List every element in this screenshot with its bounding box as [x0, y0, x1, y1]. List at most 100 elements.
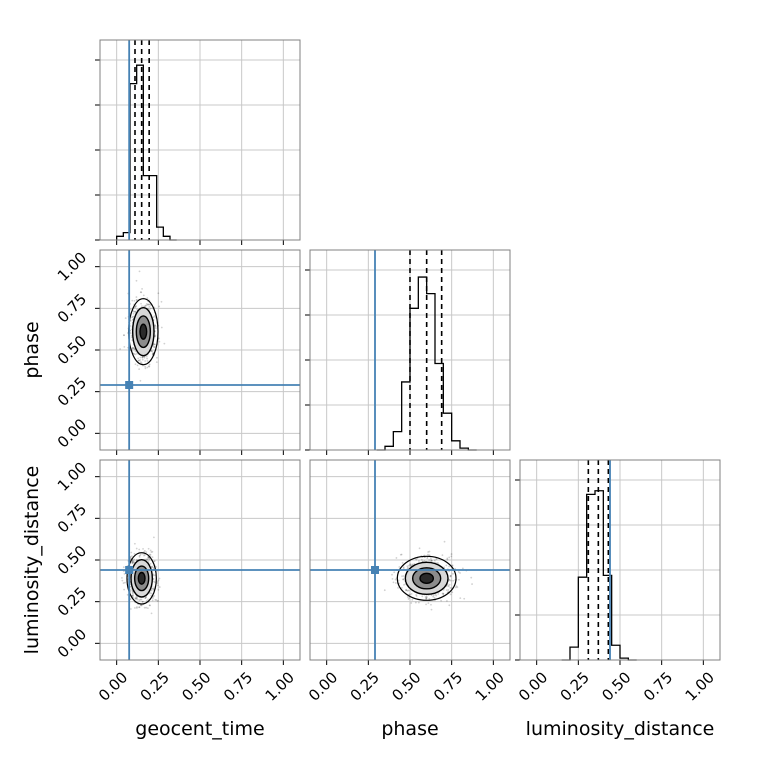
scatter-phase-vs-luminosity-distance-sample — [430, 560, 433, 562]
scatter-geocent-time-vs-phase-sample — [141, 305, 143, 308]
scatter-geocent-time-vs-luminosity-distance-sample — [134, 607, 136, 609]
scatter-phase-vs-luminosity-distance-sample — [401, 575, 403, 578]
scatter-phase-vs-luminosity-distance-sample — [420, 558, 423, 561]
scatter-geocent-time-vs-phase-sample — [144, 304, 147, 307]
scatter-geocent-time-vs-luminosity-distance-sample — [143, 554, 145, 557]
scatter-geocent-time-vs-luminosity-distance-sample — [153, 586, 156, 588]
scatter-phase-vs-luminosity-distance-sample — [446, 557, 449, 560]
scatter-geocent-time-vs-phase-sample — [123, 334, 125, 337]
scatter-geocent-time-vs-luminosity-distance-sample — [155, 599, 158, 601]
scatter-phase-vs-luminosity-distance-sample — [431, 559, 433, 562]
scatter-geocent-time-vs-phase-sample — [134, 363, 137, 366]
scatter-phase-vs-luminosity-distance-sample — [391, 577, 394, 580]
scatter-geocent-time-vs-phase-sample — [140, 362, 143, 365]
scatter-geocent-time-vs-luminosity-distance-sample — [154, 599, 157, 601]
scatter-geocent-time-vs-phase-sample — [155, 361, 158, 364]
scatter-phase-vs-luminosity-distance-sample — [458, 578, 460, 581]
scatter-phase-vs-luminosity-distance-sample — [402, 578, 405, 581]
scatter-phase-vs-luminosity-distance-contour-0 — [396, 555, 457, 601]
scatter-geocent-time-vs-phase-sample — [131, 347, 133, 350]
scatter-geocent-time-vs-luminosity-distance-sample — [135, 595, 138, 598]
scatter-geocent-time-vs-luminosity-distance-contour-0 — [126, 552, 157, 605]
scatter-geocent-time-vs-luminosity-distance-sample — [138, 548, 141, 551]
scatter-geocent-time-vs-luminosity-distance-sample — [136, 598, 139, 601]
scatter-geocent-time-vs-luminosity-distance-sample — [152, 597, 154, 599]
scatter-phase-vs-luminosity-distance-sample — [452, 579, 455, 582]
scatter-geocent-time-vs-phase-sample — [139, 291, 142, 294]
scatter-geocent-time-vs-luminosity-distance-sample — [150, 592, 153, 595]
scatter-geocent-time-vs-luminosity-distance-sample — [150, 612, 153, 615]
scatter-geocent-time-vs-phase-sample — [158, 337, 160, 340]
scatter-geocent-time-vs-phase-sample — [136, 352, 138, 355]
scatter-phase-vs-luminosity-distance-sample — [406, 565, 409, 568]
scatter-phase-vs-luminosity-distance-sample — [430, 557, 432, 560]
scatter-phase-vs-luminosity-distance-sample — [410, 593, 413, 595]
scatter-geocent-time-vs-phase-sample — [140, 302, 142, 305]
scatter-geocent-time-vs-luminosity-distance-sample — [146, 607, 149, 609]
scatter-geocent-time-vs-luminosity-distance-sample — [152, 588, 155, 590]
scatter-geocent-time-vs-phase-sample — [154, 324, 157, 327]
scatter-geocent-time-vs-phase-sample — [140, 291, 143, 294]
scatter-geocent-time-vs-luminosity-distance-sample — [131, 561, 134, 564]
scatter-geocent-time-vs-luminosity-distance-sample — [135, 598, 138, 601]
scatter-geocent-time-vs-luminosity-distance-sample — [131, 592, 134, 595]
ylabel-luminosity-distance: luminosity_distance — [21, 466, 43, 655]
scatter-geocent-time-vs-phase-sample — [137, 359, 140, 362]
scatter-geocent-time-vs-phase-sample — [141, 356, 144, 359]
scatter-geocent-time-vs-luminosity-distance-sample — [144, 597, 147, 599]
scatter-geocent-time-vs-phase-sample — [142, 305, 145, 308]
scatter-phase-vs-luminosity-distance-sample — [394, 582, 397, 584]
scatter-geocent-time-vs-luminosity-distance-sample — [138, 606, 141, 609]
scatter-phase-vs-luminosity-distance-sample — [423, 560, 426, 563]
scatter-geocent-time-vs-luminosity-distance-sample — [131, 562, 134, 564]
scatter-geocent-time-vs-phase-sample — [148, 303, 150, 306]
scatter-phase-vs-luminosity-distance-sample — [403, 583, 405, 586]
scatter-phase-vs-luminosity-distance-sample — [409, 593, 411, 596]
scatter-geocent-time-vs-phase-sample — [134, 310, 137, 313]
scatter-phase-vs-luminosity-distance-sample — [456, 586, 459, 589]
scatter-geocent-time-vs-phase-sample — [146, 360, 149, 362]
scatter-phase-vs-luminosity-distance-sample — [427, 602, 430, 605]
scatter-phase-vs-luminosity-distance-sample — [450, 555, 453, 558]
scatter-geocent-time-vs-phase-sample — [145, 355, 148, 358]
scatter-phase-vs-luminosity-distance-sample — [411, 598, 414, 601]
scatter-phase-vs-luminosity-distance-sample — [428, 559, 431, 561]
scatter-geocent-time-vs-luminosity-distance-sample — [122, 566, 125, 569]
scatter-geocent-time-vs-luminosity-distance-sample — [148, 553, 151, 556]
scatter-geocent-time-vs-phase-sample — [134, 353, 137, 356]
scatter-phase-vs-luminosity-distance-sample — [418, 560, 420, 562]
scatter-geocent-time-vs-luminosity-distance-sample — [147, 560, 150, 563]
scatter-phase-vs-luminosity-distance-sample — [424, 596, 427, 598]
scatter-geocent-time-vs-luminosity-distance-sample — [157, 579, 160, 582]
scatter-phase-vs-luminosity-distance-sample — [427, 553, 429, 556]
scatter-phase-vs-luminosity-distance-sample — [425, 598, 427, 600]
scatter-geocent-time-vs-luminosity-distance-sample — [140, 604, 143, 607]
scatter-geocent-time-vs-luminosity-distance-sample — [147, 547, 150, 550]
scatter-geocent-time-vs-luminosity-distance-sample — [151, 599, 154, 602]
scatter-geocent-time-vs-phase-sample — [145, 304, 148, 307]
scatter-geocent-time-vs-luminosity-distance-sample — [153, 581, 156, 584]
scatter-phase-vs-luminosity-distance-sample — [401, 561, 404, 564]
hist-geocent-time-frame — [99, 39, 301, 241]
scatter-geocent-time-vs-phase-sample — [131, 315, 134, 318]
scatter-geocent-time-vs-luminosity-distance-sample — [146, 557, 149, 560]
scatter-geocent-time-vs-phase-sample — [150, 350, 153, 352]
scatter-geocent-time-vs-luminosity-distance-sample — [122, 582, 125, 584]
scatter-geocent-time-vs-luminosity-distance-sample — [148, 558, 151, 561]
scatter-phase-vs-luminosity-distance-sample — [447, 589, 450, 591]
hist-phase-frame — [309, 249, 511, 451]
scatter-geocent-time-vs-luminosity-distance-sample — [131, 560, 134, 562]
scatter-geocent-time-vs-luminosity-distance-sample — [147, 556, 150, 559]
scatter-geocent-time-vs-luminosity-distance-sample — [158, 577, 161, 580]
scatter-phase-vs-luminosity-distance-sample — [406, 590, 409, 592]
scatter-geocent-time-vs-luminosity-distance-sample — [153, 580, 155, 583]
scatter-geocent-time-vs-phase-sample — [151, 350, 154, 353]
scatter-geocent-time-vs-phase-sample — [146, 297, 149, 300]
scatter-phase-vs-luminosity-distance-sample — [418, 547, 421, 550]
scatter-geocent-time-vs-luminosity-distance-sample — [150, 565, 153, 568]
scatter-geocent-time-vs-phase-sample — [119, 348, 122, 350]
scatter-geocent-time-vs-luminosity-distance-sample — [129, 608, 132, 610]
scatter-phase-vs-luminosity-distance-sample — [407, 589, 410, 592]
scatter-phase-vs-luminosity-distance-sample — [447, 585, 450, 588]
